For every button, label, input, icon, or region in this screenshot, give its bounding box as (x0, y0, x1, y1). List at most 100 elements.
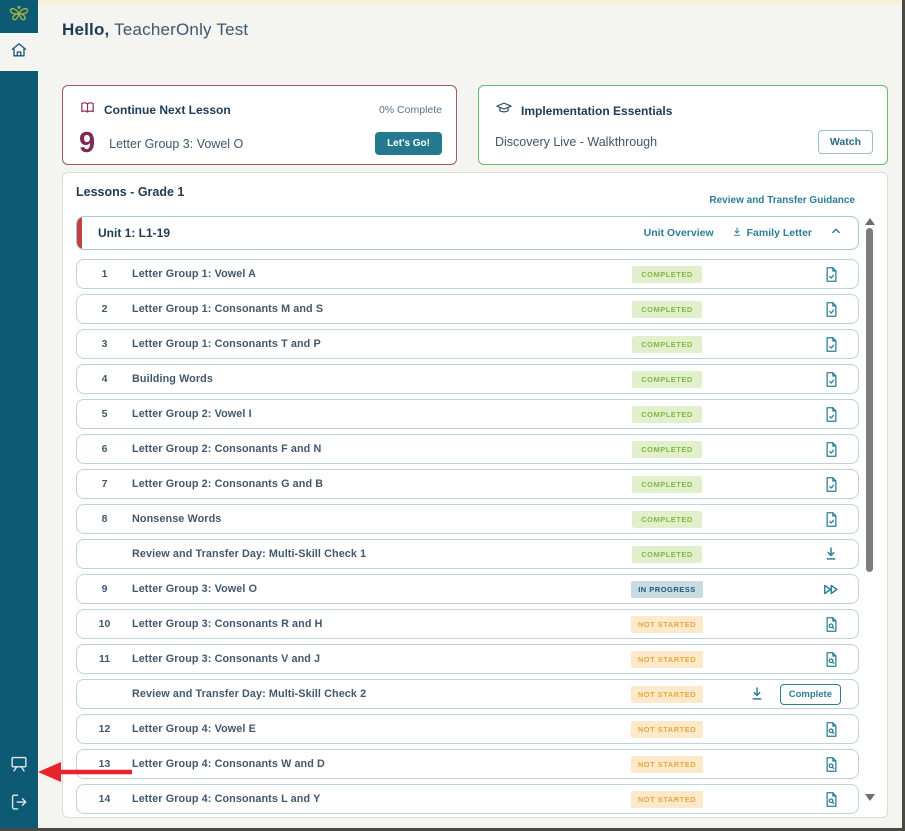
doc-check-icon[interactable] (821, 334, 841, 354)
chevron-up-icon[interactable] (829, 224, 843, 243)
lesson-title: Letter Group 1: Consonants M and S (132, 303, 324, 315)
greeting-name: TeacherOnly Test (109, 20, 249, 39)
doc-check-icon[interactable] (821, 299, 841, 319)
doc-check-icon[interactable] (821, 264, 841, 284)
status-badge: COMPLETED (632, 510, 702, 528)
lesson-row[interactable]: 3 Letter Group 1: Consonants T and P COM… (76, 329, 859, 359)
lesson-title: Nonsense Words (132, 513, 222, 525)
lesson-number: 5 (101, 408, 108, 420)
lesson-actions (709, 719, 858, 739)
scroll-down-arrow[interactable] (865, 794, 875, 801)
lesson-row[interactable]: Review and Transfer Day: Multi-Skill Che… (76, 539, 859, 569)
download-icon (731, 226, 743, 241)
lesson-title: Letter Group 2: Consonants F and N (132, 443, 322, 455)
lessons-panel: Lessons - Grade 1 Review and Transfer Gu… (62, 172, 888, 818)
scrollbar-thumb[interactable] (866, 228, 873, 572)
unit-header[interactable]: Unit 1: L1-19 Unit Overview Family Lette… (76, 216, 859, 250)
lesson-number: 14 (98, 793, 111, 805)
doc-search-icon[interactable] (821, 789, 841, 809)
watch-button[interactable]: Watch (817, 130, 873, 154)
lets-go-button[interactable]: Let's Go! (375, 132, 442, 155)
essentials-title: Implementation Essentials (521, 103, 673, 118)
lesson-row[interactable]: 2 Letter Group 1: Consonants M and S COM… (76, 294, 859, 324)
lesson-number: 7 (101, 478, 108, 490)
lesson-row[interactable]: 8 Nonsense Words COMPLETED (76, 504, 859, 534)
doc-search-icon[interactable] (821, 614, 841, 634)
logout-icon[interactable] (7, 790, 31, 814)
lesson-title: Review and Transfer Day: Multi-Skill Che… (132, 688, 367, 700)
lesson-actions (709, 579, 858, 599)
lesson-row[interactable]: 12 Letter Group 4: Vowel E NOT STARTED (76, 714, 859, 744)
lesson-row[interactable]: 1 Letter Group 1: Vowel A COMPLETED (76, 259, 859, 289)
sidebar (0, 0, 38, 828)
lesson-row[interactable]: Review and Transfer Day: Multi-Skill Che… (76, 679, 859, 709)
lesson-row[interactable]: 5 Letter Group 2: Vowel I COMPLETED (76, 399, 859, 429)
lesson-actions (709, 754, 858, 774)
lesson-actions (709, 369, 858, 389)
lesson-number: 12 (98, 723, 111, 735)
scrollbar (865, 210, 875, 810)
fast-forward-icon[interactable] (821, 579, 841, 599)
lesson-number: 13 (98, 758, 111, 770)
lesson-title: Letter Group 4: Vowel E (132, 723, 256, 735)
essentials-item: Discovery Live - Walkthrough (495, 135, 658, 149)
doc-check-icon[interactable] (821, 404, 841, 424)
lesson-number: 4 (101, 373, 108, 385)
doc-search-icon[interactable] (821, 649, 841, 669)
status-badge: NOT STARTED (630, 685, 704, 703)
lesson-row[interactable]: 9 Letter Group 3: Vowel O IN PROGRESS (76, 574, 859, 604)
lesson-actions (709, 474, 858, 494)
lesson-number: 9 (101, 583, 108, 595)
lesson-title: Letter Group 4: Consonants L and Y (132, 793, 321, 805)
complete-button[interactable]: Complete (779, 683, 841, 705)
status-badge: NOT STARTED (630, 720, 704, 738)
lesson-title: Letter Group 3: Vowel O (132, 583, 258, 595)
lesson-title: Letter Group 3: Consonants R and H (132, 618, 323, 630)
doc-check-icon[interactable] (821, 509, 841, 529)
lesson-actions (709, 544, 858, 564)
lesson-number: 3 (101, 338, 108, 350)
status-badge: COMPLETED (632, 545, 702, 563)
doc-check-icon[interactable] (821, 369, 841, 389)
unit-overview-link[interactable]: Unit Overview (643, 227, 714, 239)
presentation-icon[interactable] (7, 752, 31, 776)
doc-check-icon[interactable] (821, 474, 841, 494)
sidebar-bottom (0, 752, 38, 814)
home-icon (9, 40, 29, 65)
butterfly-logo-icon (7, 2, 31, 31)
lesson-row[interactable]: 6 Letter Group 2: Consonants F and N COM… (76, 434, 859, 464)
lesson-row[interactable]: 13 Letter Group 4: Consonants W and D NO… (76, 749, 859, 779)
lesson-actions (709, 299, 858, 319)
lesson-actions (709, 614, 858, 634)
lesson-row[interactable]: 10 Letter Group 3: Consonants R and H NO… (76, 609, 859, 639)
lesson-title: Building Words (132, 373, 213, 385)
lesson-title: Letter Group 3: Consonants V and J (132, 653, 321, 665)
status-badge: NOT STARTED (630, 790, 704, 808)
download-icon[interactable] (747, 684, 767, 704)
status-badge: NOT STARTED (630, 650, 704, 668)
status-badge: COMPLETED (632, 265, 702, 283)
lesson-actions (709, 334, 858, 354)
lesson-actions (709, 404, 858, 424)
doc-check-icon[interactable] (821, 439, 841, 459)
lesson-title: Letter Group 2: Vowel I (132, 408, 252, 420)
lesson-number: 1 (101, 268, 108, 280)
status-badge: COMPLETED (632, 370, 702, 388)
family-letter-link[interactable]: Family Letter (731, 226, 812, 241)
open-book-icon (79, 99, 96, 121)
review-transfer-guidance-link[interactable]: Review and Transfer Guidance (709, 195, 855, 206)
scroll-up-arrow[interactable] (865, 218, 875, 225)
lesson-row[interactable]: 14 Letter Group 4: Consonants L and Y NO… (76, 784, 859, 814)
greeting-hello: Hello, (62, 20, 110, 39)
sidebar-item-home[interactable] (0, 33, 38, 71)
doc-search-icon[interactable] (821, 719, 841, 739)
lesson-number: 8 (101, 513, 108, 525)
doc-search-icon[interactable] (821, 754, 841, 774)
lesson-row[interactable]: 4 Building Words COMPLETED (76, 364, 859, 394)
lesson-actions (709, 509, 858, 529)
next-lesson-name: Letter Group 3: Vowel O (109, 136, 244, 151)
lesson-row[interactable]: 11 Letter Group 3: Consonants V and J NO… (76, 644, 859, 674)
lesson-row[interactable]: 7 Letter Group 2: Consonants G and B COM… (76, 469, 859, 499)
download-icon[interactable] (821, 544, 841, 564)
